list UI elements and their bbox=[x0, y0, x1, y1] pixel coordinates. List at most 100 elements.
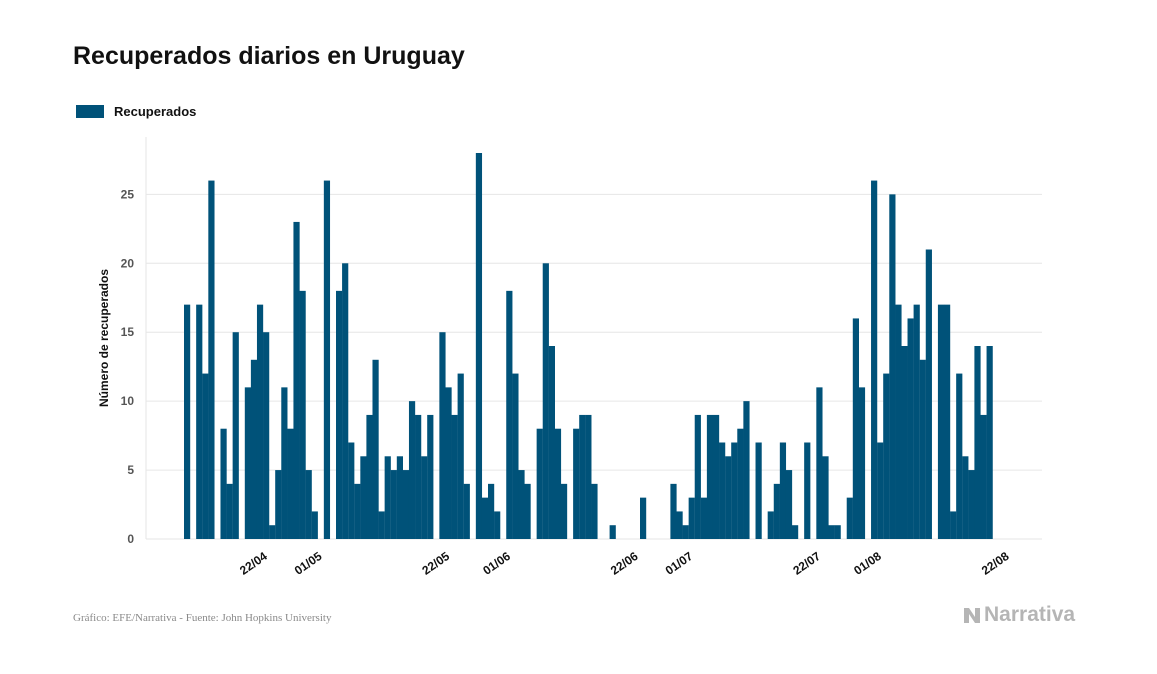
bar bbox=[232, 332, 239, 539]
bar bbox=[889, 194, 896, 540]
bar bbox=[524, 483, 531, 539]
bar bbox=[573, 428, 580, 539]
legend-label: Recuperados bbox=[114, 104, 197, 119]
bar bbox=[816, 387, 823, 539]
bar bbox=[609, 525, 616, 539]
chart-title: Recuperados diarios en Uruguay bbox=[73, 42, 465, 70]
bar bbox=[725, 456, 732, 539]
bar bbox=[311, 511, 318, 539]
bar bbox=[256, 304, 264, 539]
bar bbox=[804, 442, 811, 539]
bar bbox=[396, 456, 403, 539]
bar bbox=[834, 525, 841, 539]
bar bbox=[913, 304, 920, 539]
bar bbox=[451, 414, 458, 539]
bar bbox=[719, 442, 726, 539]
bar bbox=[986, 346, 993, 539]
bar bbox=[871, 180, 878, 539]
x-tick-label: 22/06 bbox=[608, 549, 641, 578]
legend: Recuperados bbox=[76, 104, 196, 119]
bar bbox=[585, 414, 592, 539]
y-tick-label: 5 bbox=[127, 463, 134, 477]
bar bbox=[287, 428, 294, 539]
y-tick-labels: 0 5 10 15 20 25 bbox=[121, 187, 135, 546]
bar bbox=[275, 470, 282, 539]
bar bbox=[688, 497, 695, 539]
y-tick-label: 15 bbox=[121, 325, 135, 339]
x-tick-label: 01/06 bbox=[480, 549, 513, 578]
x-tick-label: 01/07 bbox=[663, 549, 696, 578]
bar bbox=[785, 470, 793, 539]
bar bbox=[427, 414, 434, 539]
y-tick-label: 10 bbox=[121, 394, 135, 408]
brand-logo: Narrativa bbox=[962, 603, 1075, 627]
narrativa-logo-icon bbox=[964, 608, 980, 623]
bar bbox=[293, 221, 300, 539]
bar bbox=[250, 359, 258, 539]
bar bbox=[494, 511, 501, 539]
bar bbox=[281, 387, 288, 539]
bar bbox=[980, 414, 987, 539]
bar bbox=[184, 304, 191, 539]
bar bbox=[731, 442, 738, 539]
bar bbox=[560, 483, 568, 539]
bar bbox=[895, 304, 902, 539]
bar bbox=[220, 428, 227, 539]
bar bbox=[591, 483, 598, 539]
x-tick-labels: 22/04 01/05 22/05 01/06 22/06 01/07 22/07 01/08… bbox=[237, 549, 1012, 578]
brand-name: Narrativa bbox=[984, 603, 1076, 626]
x-tick-label: 01/05 bbox=[292, 549, 325, 578]
bar bbox=[670, 483, 677, 539]
bar bbox=[475, 153, 483, 539]
bar bbox=[919, 359, 926, 539]
bar bbox=[202, 373, 209, 539]
bar bbox=[512, 373, 519, 539]
bar bbox=[269, 525, 276, 539]
bar bbox=[883, 373, 890, 539]
bar bbox=[925, 249, 932, 539]
bar bbox=[706, 414, 714, 539]
bar bbox=[226, 483, 233, 539]
y-tick-label: 0 bbox=[127, 532, 134, 546]
bar bbox=[360, 456, 367, 539]
bar bbox=[348, 442, 355, 539]
bar bbox=[378, 511, 385, 539]
bar bbox=[506, 290, 513, 539]
legend-swatch bbox=[76, 105, 104, 118]
bar bbox=[712, 414, 720, 539]
y-tick-label: 20 bbox=[121, 256, 135, 270]
bar bbox=[700, 497, 707, 539]
bar bbox=[901, 346, 908, 539]
bar bbox=[457, 373, 464, 539]
bar bbox=[548, 346, 555, 539]
bar bbox=[877, 442, 884, 539]
x-tick-label: 22/05 bbox=[419, 549, 452, 578]
bar bbox=[907, 318, 914, 539]
bar bbox=[439, 332, 446, 539]
x-tick-label: 01/08 bbox=[851, 549, 884, 578]
bar bbox=[694, 414, 701, 539]
bar bbox=[372, 359, 379, 539]
bar bbox=[846, 497, 853, 539]
bar bbox=[858, 387, 866, 539]
bar bbox=[779, 442, 787, 539]
bar bbox=[542, 263, 549, 539]
bar bbox=[305, 470, 312, 539]
bar bbox=[962, 456, 969, 539]
bar bbox=[463, 483, 470, 539]
bar bbox=[402, 470, 410, 539]
bar bbox=[682, 525, 689, 539]
bar bbox=[299, 290, 306, 539]
bar bbox=[950, 511, 957, 539]
bar bbox=[773, 483, 780, 539]
source-caption: Gráfico: EFE/Narrativa - Fuente: John Ho… bbox=[73, 612, 332, 624]
bar bbox=[354, 483, 361, 539]
bar bbox=[408, 401, 416, 539]
bar bbox=[342, 263, 349, 539]
bar bbox=[208, 180, 215, 539]
bar bbox=[767, 511, 774, 539]
bar bbox=[481, 497, 489, 539]
bar bbox=[366, 414, 373, 539]
bar bbox=[822, 456, 829, 539]
